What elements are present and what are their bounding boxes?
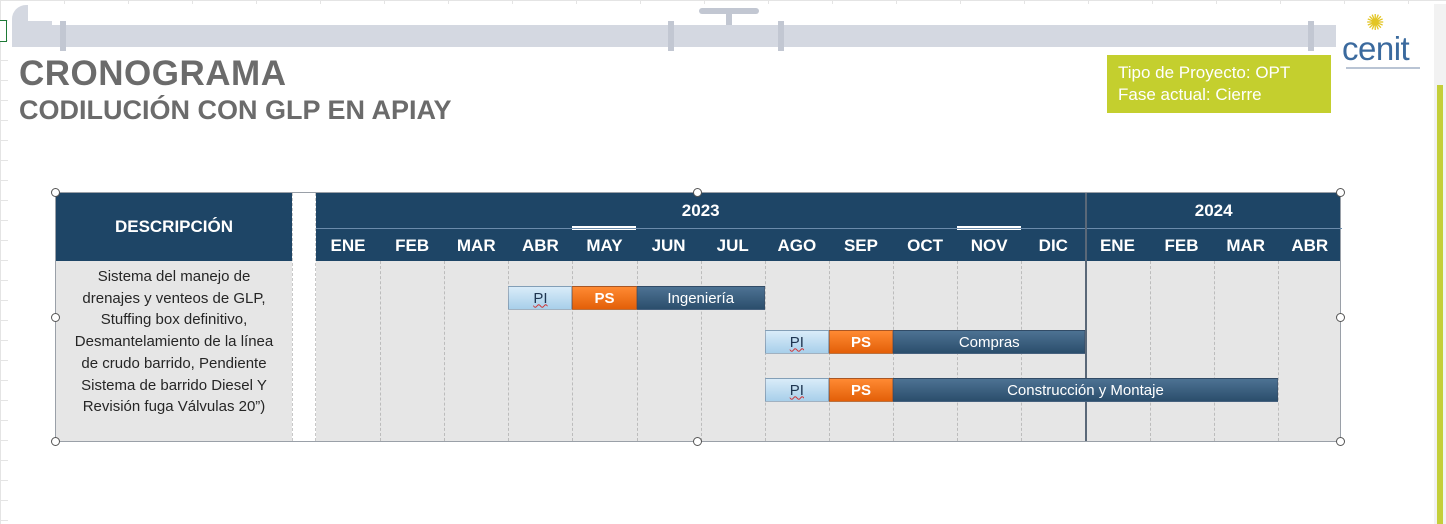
page-title: CRONOGRAMA [19,54,287,93]
description-line: Sistema del manejo de [97,268,251,285]
ps-milestone-bar-label: PS [594,289,615,307]
ps-milestone-bar[interactable]: PS [828,330,894,354]
ps-milestone-bar[interactable]: PS [828,378,894,402]
month-gridline [1149,261,1151,441]
month-header: OCT [907,236,944,255]
resize-handle[interactable] [693,437,702,446]
valve-stem-decoration [726,10,732,25]
month-gridline [1213,261,1215,441]
description-line: Stuffing box definitivo, [100,311,248,329]
resize-handle[interactable] [693,188,702,197]
pi-milestone-bar[interactable]: PI [764,378,829,402]
task-description: Sistema del manejo de drenajes y venteos … [56,266,292,418]
month-header: SEP [843,236,878,255]
phase-bar-label: Ingeniería [667,289,735,307]
description-line: de crudo barrido, Pendiente [81,354,267,372]
month-gridline [508,261,510,441]
table-header [56,193,1340,261]
month-header: MAY [586,236,623,255]
accent-stripe [1437,85,1443,524]
pi-milestone-bar-label: PI [533,289,548,307]
pipe-flange [1308,21,1314,51]
description-line: Revisión fuga Válvulas 20”) [82,398,266,416]
month-header: ABR [1291,236,1329,255]
pi-milestone-bar-label: PI [789,381,804,399]
month-gridline [380,261,382,441]
description-header: DESCRIPCIÓN [114,217,234,236]
description-line: Sistema de barrido Diesel Y [81,376,267,394]
pipe-flange [778,21,784,51]
month-gridline [444,261,446,441]
month-header: DIC [1038,236,1068,255]
year-underline [1085,228,1342,229]
year-divider [1085,193,1087,441]
ps-milestone-bar[interactable]: PS [572,286,637,310]
logo-text: cenit [1342,30,1410,67]
resize-handle[interactable] [1336,313,1345,322]
month-gridline [1277,261,1279,441]
year-header: 2024 [1194,201,1233,220]
month-header: NOV [970,236,1008,255]
pipe-elbow-inner [28,5,52,21]
spacer-column [292,193,316,441]
month-header: JUN [651,236,686,255]
month-header: FEB [395,236,430,255]
ps-milestone-bar-label: PS [851,333,872,351]
year-underline [316,228,1086,229]
resize-handle[interactable] [51,437,60,446]
phase-bar[interactable]: Compras [893,330,1086,354]
month-header: ENE [1099,236,1135,255]
month-gridline [636,261,638,441]
description-line: Desmantelamiento de la línea [74,333,274,351]
resize-handle[interactable] [1336,188,1345,197]
schedule-table[interactable]: DESCRIPCIÓN ENE FEB MAR ABR MAY JUN JUL AGO SEP O… [55,192,1342,442]
month-header: FEB [1164,236,1199,255]
pi-milestone-bar-label: PI [789,333,804,351]
ps-milestone-bar-label: PS [851,381,872,399]
pipe-flange [668,21,674,51]
project-info-box: Tipo de Proyecto: OPT Fase actual: Cierr… [1107,55,1331,113]
valve-wheel-decoration [699,8,759,14]
resize-handle[interactable] [51,313,60,322]
resize-handle[interactable] [1336,437,1345,446]
pi-milestone-bar[interactable]: PI [764,330,829,354]
year-header: 2023 [681,201,720,220]
month-gridline [700,261,702,441]
month-header: JUL [716,236,749,255]
selected-cell-marker [0,20,7,42]
project-phase-label: Fase actual: Cierre [1118,85,1262,104]
cenit-logo: ✺ cenit [1338,12,1428,74]
description-line: drenajes y venteos de GLP, [82,289,266,307]
logo-tagline [1346,67,1420,69]
pipe-decoration [14,25,1336,47]
phase-bar-label: Compras [958,333,1020,351]
resize-handle[interactable] [51,188,60,197]
month-header: AGO [777,236,817,255]
phase-bar[interactable]: Ingeniería [636,286,765,310]
page-subtitle: CODILUCIÓN CON GLP EN APIAY [19,95,452,125]
phase-bar[interactable]: Construcción y Montaje [893,378,1278,402]
pipe-flange [60,21,66,51]
month-header: MAR [1226,236,1266,255]
month-header: MAR [456,236,496,255]
month-header: ABR [521,236,559,255]
sun-icon: ✺ [1366,10,1385,35]
pi-milestone-bar[interactable]: PI [508,286,573,310]
month-gridline [572,261,574,441]
project-type-label: Tipo de Proyecto: OPT [1118,63,1291,82]
phase-bar-label: Construcción y Montaje [1007,381,1164,399]
month-header: ENE [330,236,366,255]
